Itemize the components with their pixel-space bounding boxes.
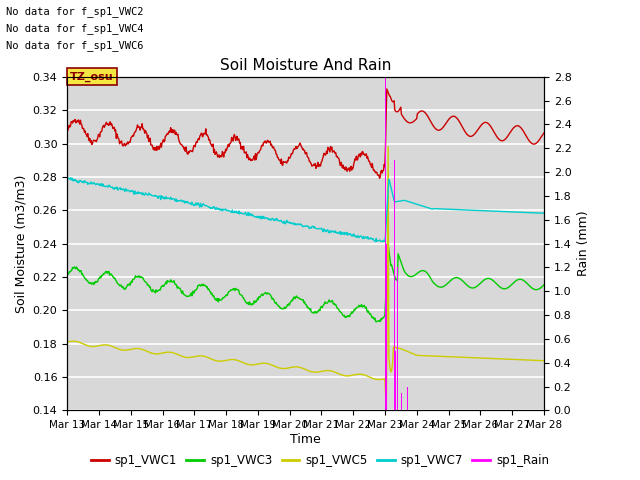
X-axis label: Time: Time: [290, 433, 321, 446]
Bar: [407, 386, 408, 410]
Bar: [401, 393, 402, 410]
Bar: [395, 351, 396, 410]
Legend: sp1_VWC1, sp1_VWC3, sp1_VWC5, sp1_VWC7, sp1_Rain: sp1_VWC1, sp1_VWC3, sp1_VWC5, sp1_VWC7, …: [86, 449, 554, 472]
Y-axis label: Soil Moisture (m3/m3): Soil Moisture (m3/m3): [14, 174, 27, 313]
Text: No data for f_sp1_VWC6: No data for f_sp1_VWC6: [6, 40, 144, 51]
Bar: [394, 160, 395, 410]
Y-axis label: Rain (mm): Rain (mm): [577, 211, 590, 276]
Bar: [385, 77, 386, 410]
Text: No data for f_sp1_VWC4: No data for f_sp1_VWC4: [6, 23, 144, 34]
Title: Soil Moisture And Rain: Soil Moisture And Rain: [220, 58, 391, 73]
Bar: [386, 244, 387, 410]
Text: No data for f_sp1_VWC2: No data for f_sp1_VWC2: [6, 6, 144, 17]
Bar: [397, 267, 398, 410]
Text: TZ_osu: TZ_osu: [70, 72, 114, 82]
